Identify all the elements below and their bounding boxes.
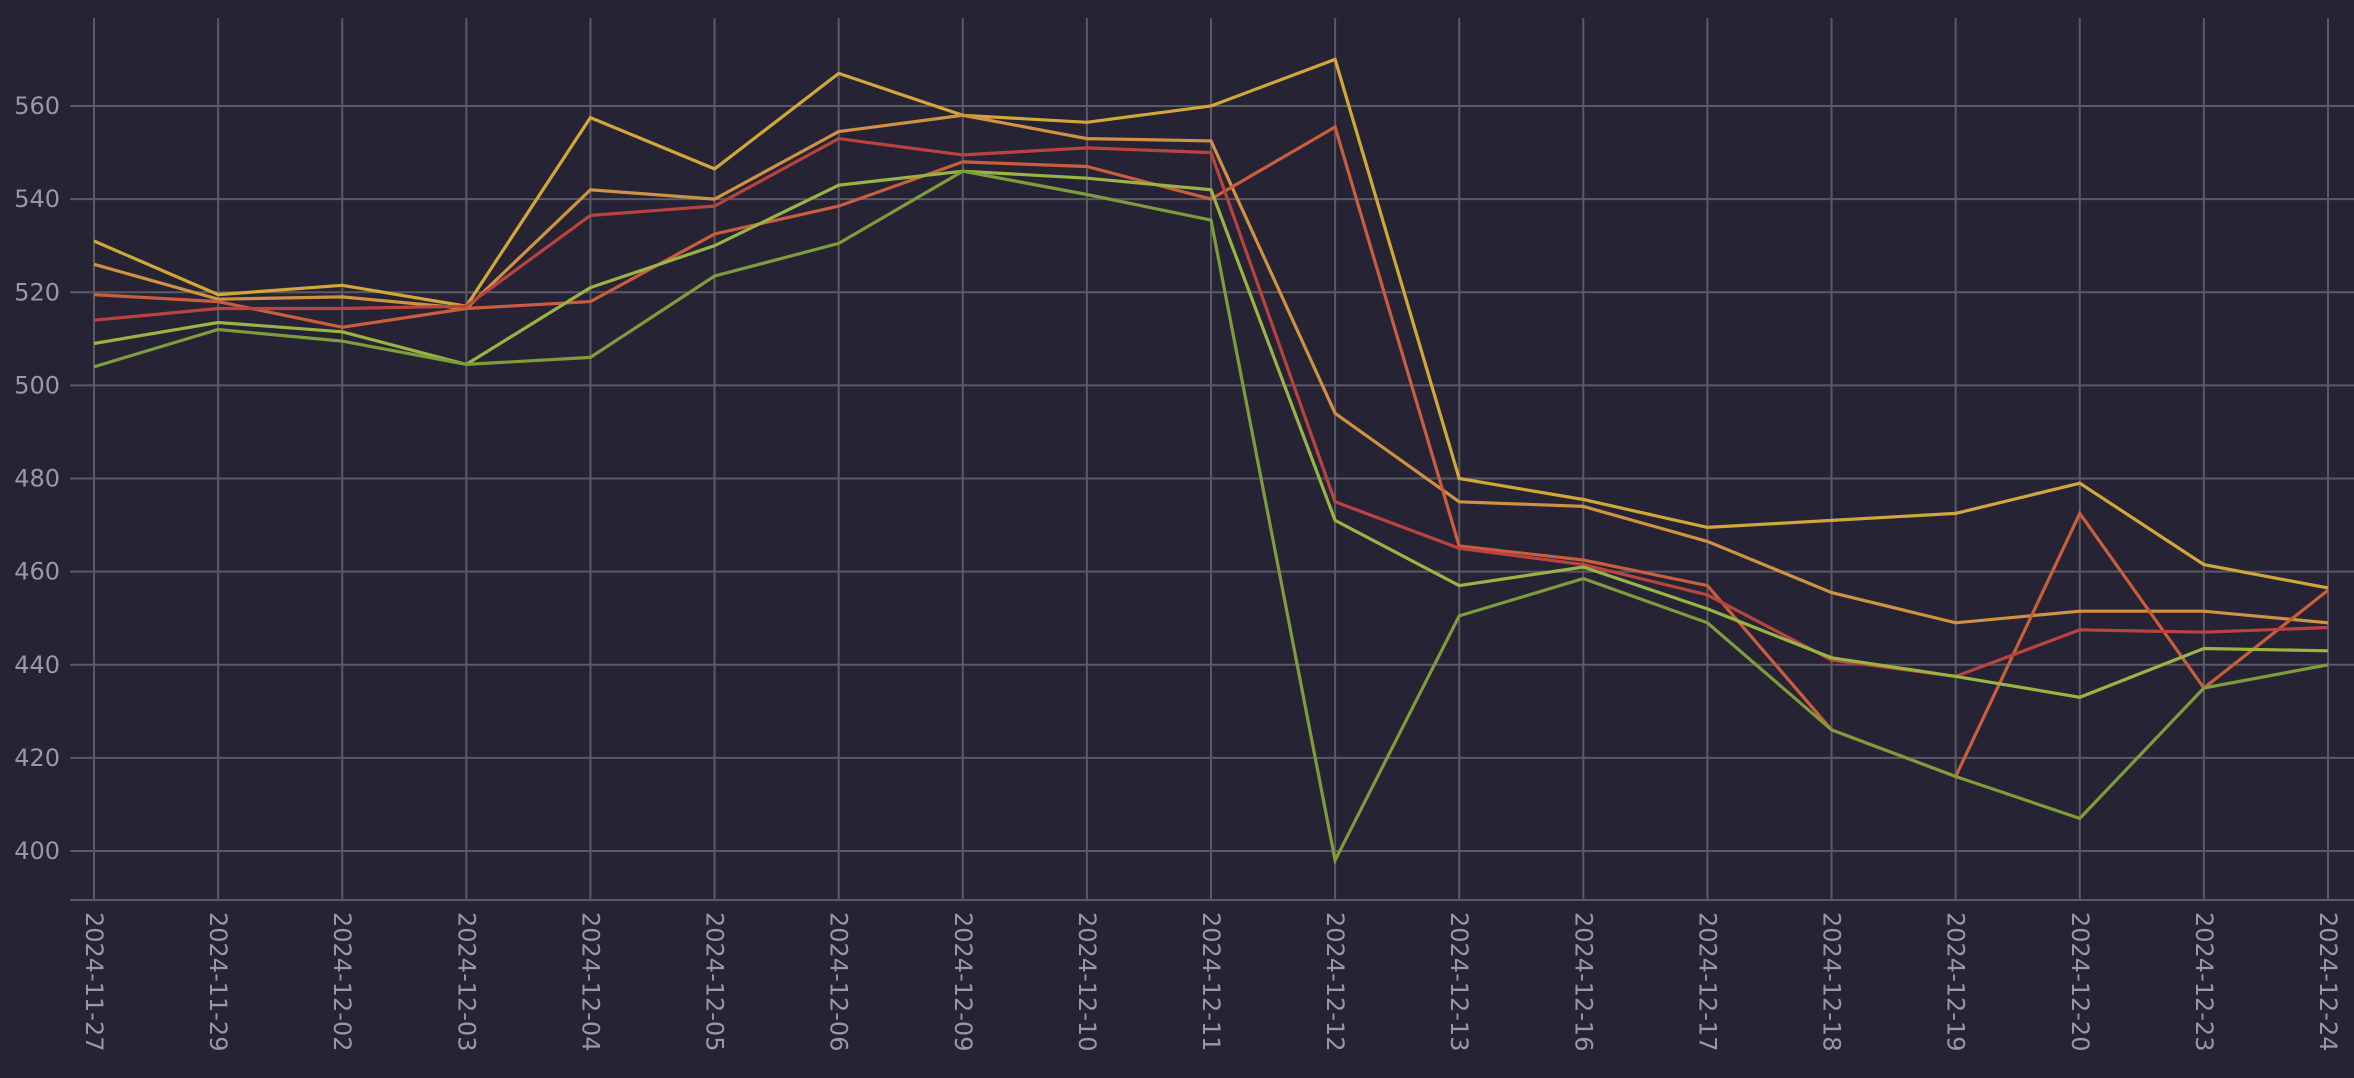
series-line: [93, 169, 2329, 866]
x-tick-label: 2024-12-19: [1942, 912, 1970, 1051]
x-tick-label: 2024-12-16: [1569, 912, 1597, 1051]
y-tick-label: 500: [14, 371, 60, 399]
x-tick-label: 2024-12-24: [2314, 912, 2342, 1051]
y-tick-label: 400: [14, 837, 60, 865]
x-tick-label: 2024-12-12: [1321, 912, 1349, 1051]
y-tick-label: 440: [14, 651, 60, 679]
x-tick-label: 2024-11-27: [80, 912, 108, 1051]
x-tick-label: 2024-12-02: [328, 912, 356, 1051]
y-tick-label: 480: [14, 465, 60, 493]
x-tick-label: 2024-12-17: [1693, 912, 1721, 1051]
y-tick-label: 420: [14, 744, 60, 772]
x-tick-label: 2024-12-13: [1445, 912, 1473, 1051]
x-tick-label: 2024-12-20: [2066, 912, 2094, 1051]
y-axis: 400 420 440 460 480 500 520 540 560: [14, 92, 60, 865]
grid: [70, 18, 2354, 900]
y-tick-label: 540: [14, 185, 60, 213]
x-tick-label: 2024-12-04: [576, 912, 604, 1051]
x-tick-label: 2024-12-03: [452, 912, 480, 1051]
x-tick-label: 2024-12-10: [1073, 912, 1101, 1051]
series-lines: [93, 57, 2329, 866]
x-tick-label: 2024-12-06: [825, 912, 853, 1051]
x-tick-label: 2024-12-09: [949, 912, 977, 1051]
x-tick-label: 2024-12-18: [1818, 912, 1846, 1051]
y-tick-label: 560: [14, 92, 60, 120]
x-axis: 2024-11-27 2024-11-29 2024-12-02 2024-12-03…: [70, 899, 2354, 1051]
x-tick-label: 2024-12-11: [1197, 912, 1225, 1051]
x-tick-label: 2024-11-29: [204, 912, 232, 1051]
x-tick-label: 2024-12-23: [2190, 912, 2218, 1051]
y-tick-label: 460: [14, 558, 60, 586]
y-tick-label: 520: [14, 278, 60, 306]
x-tick-label: 2024-12-05: [701, 912, 729, 1051]
